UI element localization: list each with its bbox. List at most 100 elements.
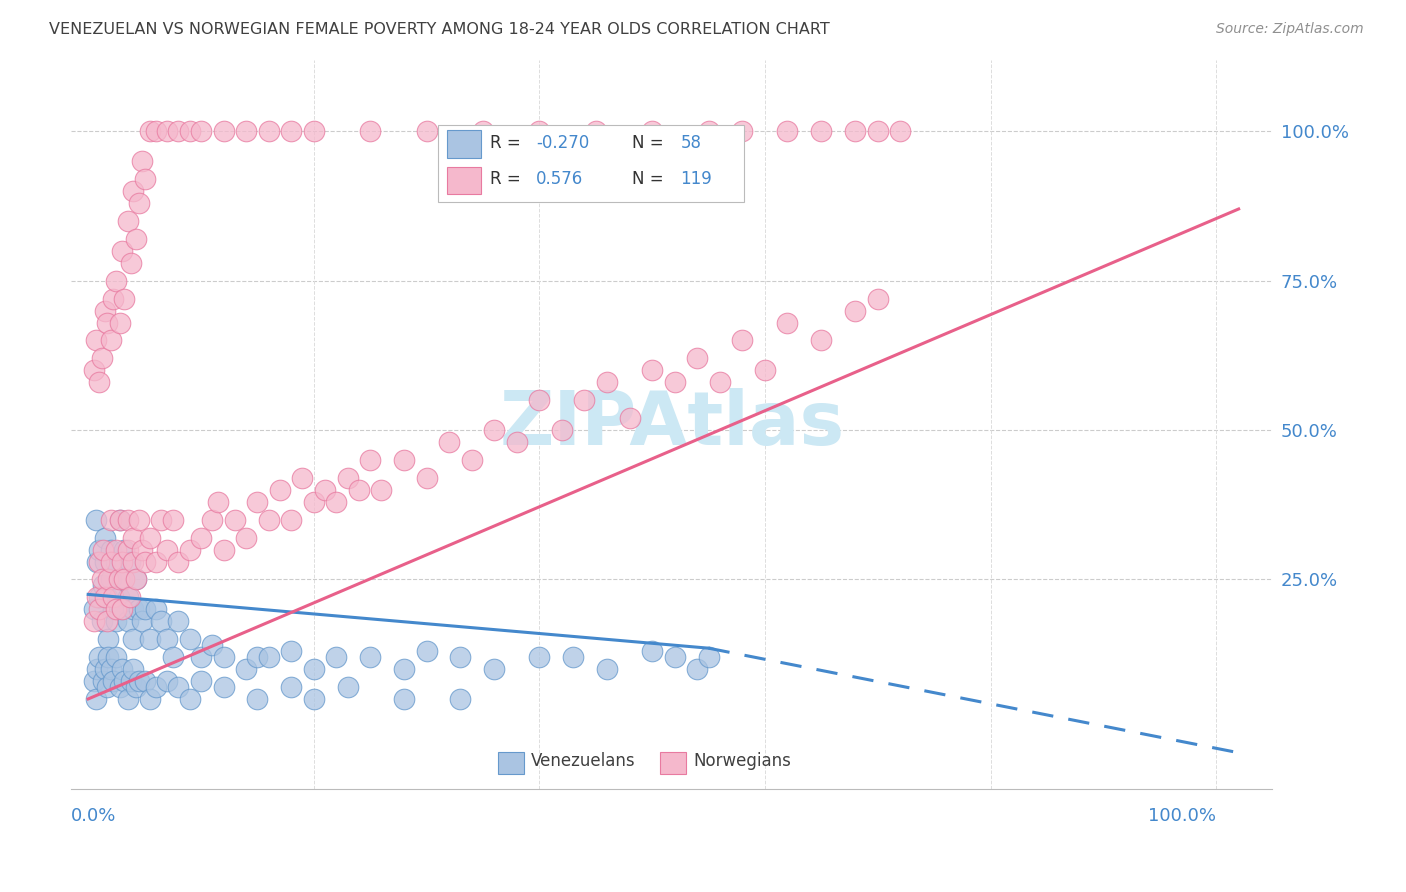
- Point: [101, 673, 124, 688]
- Point: [86, 662, 108, 676]
- Point: [131, 542, 153, 557]
- Point: [100, 542, 122, 557]
- Point: [83, 615, 105, 629]
- Point: [86, 591, 108, 605]
- Point: [128, 196, 150, 211]
- Point: [844, 303, 866, 318]
- Point: [415, 644, 437, 658]
- FancyBboxPatch shape: [447, 167, 481, 194]
- Point: [84, 334, 107, 348]
- Point: [201, 513, 224, 527]
- Point: [190, 650, 212, 665]
- Point: [94, 303, 117, 318]
- Point: [134, 602, 156, 616]
- Point: [89, 650, 111, 665]
- Point: [145, 680, 167, 694]
- Point: [134, 172, 156, 186]
- Point: [100, 573, 122, 587]
- Point: [280, 124, 302, 138]
- Point: [551, 423, 574, 437]
- Point: [122, 555, 145, 569]
- Point: [415, 471, 437, 485]
- FancyBboxPatch shape: [659, 752, 686, 774]
- Point: [156, 542, 179, 557]
- Point: [179, 632, 201, 647]
- Point: [128, 602, 150, 616]
- Point: [392, 692, 415, 706]
- Point: [96, 615, 118, 629]
- Point: [131, 615, 153, 629]
- Point: [167, 680, 190, 694]
- Point: [128, 673, 150, 688]
- Point: [94, 662, 117, 676]
- Text: 119: 119: [681, 170, 711, 188]
- Point: [91, 673, 114, 688]
- Point: [117, 513, 139, 527]
- Point: [83, 602, 105, 616]
- Point: [111, 602, 134, 616]
- Point: [731, 334, 754, 348]
- Point: [91, 542, 114, 557]
- Point: [101, 591, 124, 605]
- Point: [212, 680, 235, 694]
- Point: [108, 513, 131, 527]
- Point: [107, 591, 129, 605]
- Point: [101, 292, 124, 306]
- Point: [124, 232, 146, 246]
- Point: [107, 573, 129, 587]
- Point: [167, 124, 190, 138]
- Point: [117, 591, 139, 605]
- Point: [86, 555, 108, 569]
- Text: -0.270: -0.270: [536, 134, 589, 152]
- Point: [359, 124, 381, 138]
- Point: [122, 662, 145, 676]
- Text: N =: N =: [633, 170, 669, 188]
- Point: [111, 555, 134, 569]
- Point: [90, 615, 112, 629]
- Point: [84, 692, 107, 706]
- Point: [108, 680, 131, 694]
- Point: [83, 363, 105, 377]
- Point: [139, 124, 162, 138]
- Point: [731, 124, 754, 138]
- FancyBboxPatch shape: [437, 125, 744, 202]
- Point: [145, 602, 167, 616]
- Point: [889, 124, 911, 138]
- Point: [105, 650, 128, 665]
- Point: [117, 542, 139, 557]
- Point: [97, 632, 120, 647]
- Point: [131, 154, 153, 169]
- Point: [101, 602, 124, 616]
- Point: [84, 513, 107, 527]
- Text: Source: ZipAtlas.com: Source: ZipAtlas.com: [1216, 22, 1364, 37]
- Text: VENEZUELAN VS NORWEGIAN FEMALE POVERTY AMONG 18-24 YEAR OLDS CORRELATION CHART: VENEZUELAN VS NORWEGIAN FEMALE POVERTY A…: [49, 22, 830, 37]
- Point: [641, 644, 664, 658]
- Point: [224, 513, 246, 527]
- Point: [235, 662, 257, 676]
- Point: [112, 573, 135, 587]
- Point: [120, 673, 142, 688]
- Point: [359, 650, 381, 665]
- Point: [246, 495, 269, 509]
- Point: [212, 650, 235, 665]
- Point: [108, 316, 131, 330]
- Point: [641, 363, 664, 377]
- Point: [866, 292, 889, 306]
- Point: [190, 531, 212, 545]
- Point: [167, 615, 190, 629]
- Point: [697, 650, 720, 665]
- Point: [111, 244, 134, 258]
- Point: [257, 650, 280, 665]
- Point: [105, 615, 128, 629]
- Point: [235, 124, 257, 138]
- Point: [336, 471, 359, 485]
- Point: [460, 453, 482, 467]
- Point: [162, 650, 184, 665]
- Point: [89, 602, 111, 616]
- Point: [392, 662, 415, 676]
- Point: [709, 376, 731, 390]
- Point: [280, 680, 302, 694]
- Point: [134, 673, 156, 688]
- Point: [122, 602, 145, 616]
- Point: [105, 542, 128, 557]
